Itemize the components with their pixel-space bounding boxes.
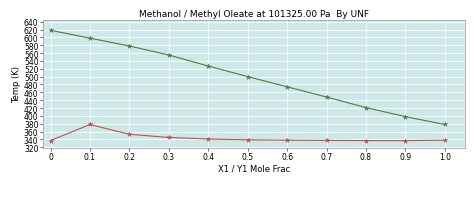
X-axis label: X1 / Y1 Mole Frac: X1 / Y1 Mole Frac [218, 164, 290, 173]
Title: Methanol / Methyl Oleate at 101325.00 Pa  By UNF: Methanol / Methyl Oleate at 101325.00 Pa… [138, 9, 369, 19]
Y-axis label: Temp (K): Temp (K) [12, 66, 21, 103]
